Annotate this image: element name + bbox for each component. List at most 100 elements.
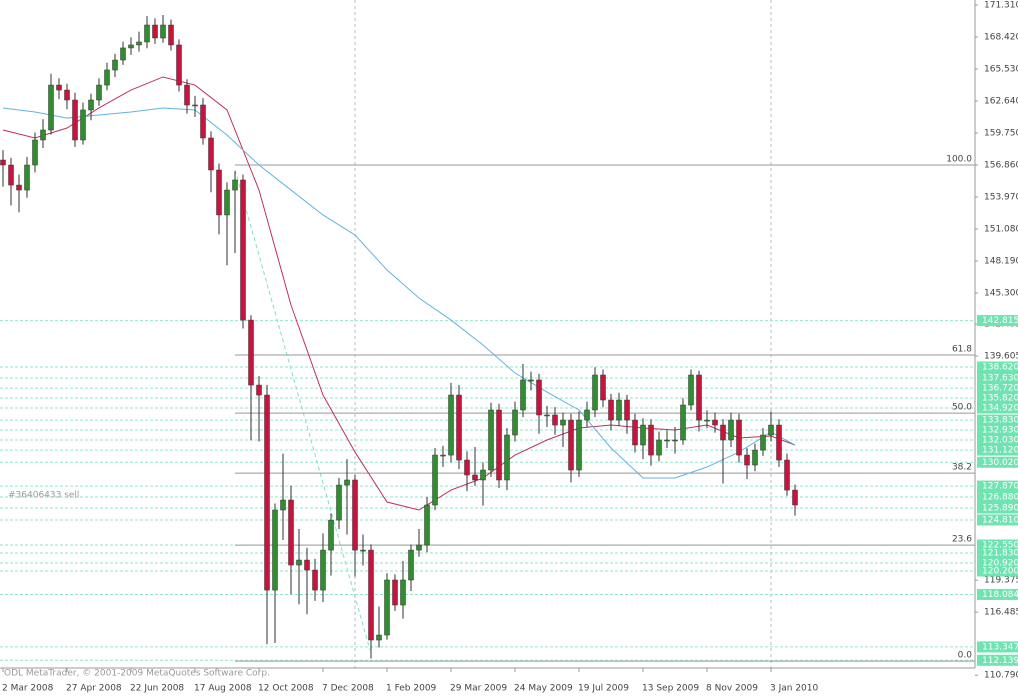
candle-body <box>104 69 110 86</box>
level-label: 113.347 <box>982 642 1018 652</box>
candle-body <box>232 179 238 191</box>
candle-body <box>224 189 230 216</box>
candle-body <box>648 424 654 456</box>
level-label: 136.720 <box>982 384 1018 394</box>
level-label: 134.920 <box>982 404 1018 414</box>
level-label: 131.120 <box>982 446 1018 456</box>
candle-body <box>584 409 590 421</box>
candle-body <box>472 474 478 481</box>
candle-body <box>192 104 198 107</box>
y-tick-label: 110.790 <box>984 671 1018 681</box>
candle-body <box>752 449 758 466</box>
candle-body <box>600 374 606 401</box>
x-tick-label: 13 Sep 2009 <box>642 684 699 694</box>
candle-body <box>768 424 774 436</box>
candle-body <box>168 24 174 46</box>
candle-body <box>32 139 38 166</box>
candle-body <box>568 419 574 471</box>
x-tick-label: 22 Jun 2008 <box>130 684 184 694</box>
moving-average <box>2 107 796 479</box>
candle-body <box>744 454 750 466</box>
fib-label: 100.0 <box>946 155 972 165</box>
candle-body <box>200 104 206 139</box>
level-box <box>977 315 1018 327</box>
candle-body <box>328 519 334 551</box>
level-label: 121.830 <box>982 548 1018 558</box>
candle-body <box>704 419 710 422</box>
candle-body <box>240 179 246 321</box>
candle-body <box>176 44 182 86</box>
candle-body <box>8 164 14 186</box>
candle-body <box>304 559 310 571</box>
candle-body <box>424 504 430 546</box>
candle-body <box>432 454 438 506</box>
y-tick-label: 145.300 <box>984 289 1018 299</box>
level-label: 137.630 <box>982 373 1018 383</box>
candle-body <box>40 129 46 141</box>
y-tick-label: 162.640 <box>984 97 1018 107</box>
candle-body <box>0 159 6 166</box>
level-box <box>977 414 1018 426</box>
candle-body <box>160 24 166 39</box>
candle-body <box>688 374 694 406</box>
candle-body <box>352 479 358 551</box>
candle-body <box>776 424 782 461</box>
level-box <box>977 565 1018 577</box>
candle-body <box>656 439 662 456</box>
candle-body <box>88 99 94 111</box>
candle-body <box>440 454 446 457</box>
level-box <box>977 382 1018 394</box>
moving-average <box>2 76 796 511</box>
candle-body <box>312 569 318 591</box>
level-box <box>977 361 1018 373</box>
level-label: 124.810 <box>982 515 1018 525</box>
candle-body <box>464 459 470 476</box>
candle-body <box>400 579 406 606</box>
level-box <box>977 514 1018 526</box>
candle-body <box>344 479 350 486</box>
candle-body <box>544 414 550 417</box>
candle-body <box>152 24 158 39</box>
candle-body <box>696 374 702 421</box>
level-box <box>977 539 1018 551</box>
y-tick-label: 159.750 <box>984 129 1018 139</box>
candle-body <box>16 184 22 191</box>
candle-body <box>504 434 510 481</box>
level-label: 132.930 <box>982 426 1018 436</box>
x-tick-label: 17 Aug 2008 <box>194 684 252 694</box>
y-tick-label: 139.605 <box>984 352 1018 362</box>
level-label: 120.920 <box>982 559 1018 569</box>
level-label: 132.030 <box>982 436 1018 446</box>
candle-body <box>128 44 134 49</box>
candle-body <box>336 484 342 521</box>
candle-body <box>320 549 326 591</box>
y-tick-label: 171.310 <box>984 0 1018 10</box>
candle-body <box>640 424 646 446</box>
candle-body <box>408 549 414 581</box>
x-tick-label: 19 Jul 2009 <box>578 684 629 694</box>
y-tick-label: 153.970 <box>984 193 1018 203</box>
level-box <box>977 402 1018 414</box>
candle-body <box>448 394 454 456</box>
candle-body <box>216 169 222 216</box>
candle-body <box>360 549 366 552</box>
level-label: 127.870 <box>982 482 1018 492</box>
level-label: 112.139 <box>982 656 1018 666</box>
level-box <box>977 641 1018 653</box>
candle-body <box>48 84 54 131</box>
level-label: 122.550 <box>982 540 1018 550</box>
level-label: 135.820 <box>982 394 1018 404</box>
candle-body <box>728 419 734 441</box>
level-box <box>977 588 1018 600</box>
level-label: 130.020 <box>982 458 1018 468</box>
candle-body <box>632 419 638 446</box>
candle-body <box>296 559 302 566</box>
candle-body <box>112 59 118 71</box>
candle-body <box>736 419 742 456</box>
x-tick-label: 29 Mar 2009 <box>450 684 507 694</box>
trend-line <box>234 169 371 651</box>
level-box <box>977 547 1018 559</box>
candle-body <box>376 634 382 641</box>
fib-label: 38.2 <box>952 463 972 473</box>
